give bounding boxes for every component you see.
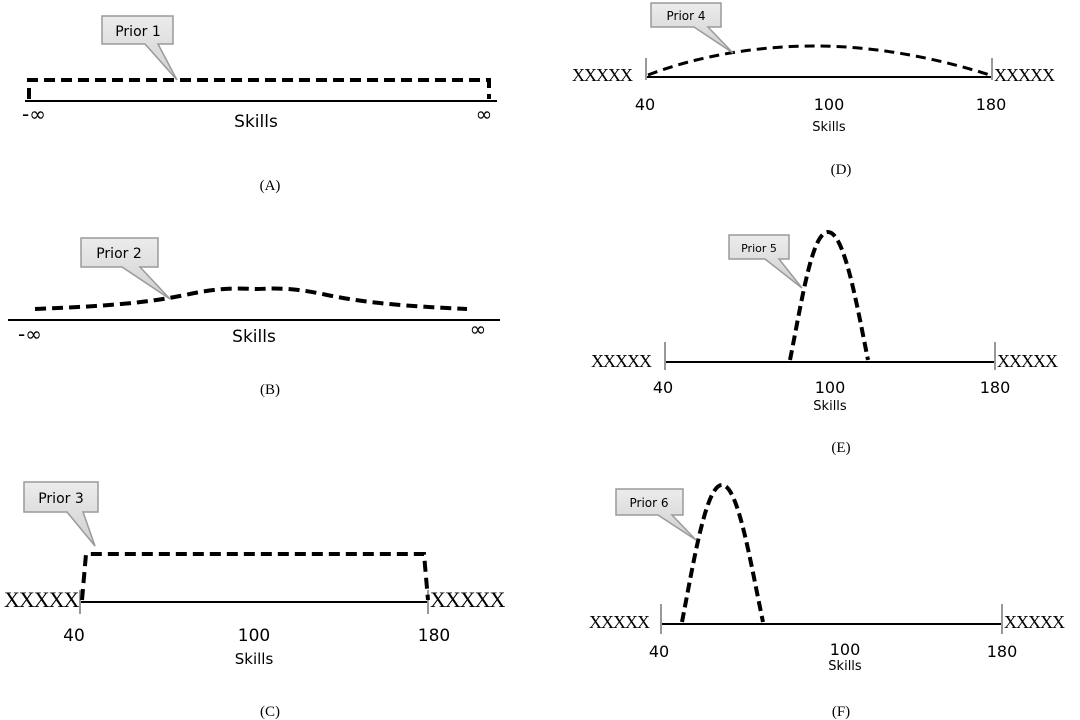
tick-label-180: 180 xyxy=(976,95,1007,114)
panel-caption: (A) xyxy=(260,178,281,194)
prior-curve xyxy=(27,78,491,99)
callout-label: Prior 1 xyxy=(115,24,161,40)
axis-label: Skills xyxy=(828,659,862,674)
tick-label-40: 40 xyxy=(653,378,673,397)
excluded-left-marker: XXXXX xyxy=(4,587,80,612)
callout-prior-4: Prior 4 xyxy=(650,2,734,54)
callout-label: Prior 5 xyxy=(741,242,777,255)
axis-label: Skills xyxy=(813,399,847,414)
tick-label-40: 40 xyxy=(649,642,669,661)
callout-prior-3: Prior 3 xyxy=(23,481,99,547)
panel-caption: (B) xyxy=(260,382,280,398)
excluded-left-marker: XXXXX xyxy=(572,65,633,85)
axis-label: Skills xyxy=(234,112,278,132)
tick-label-40: 40 xyxy=(63,626,85,646)
tick-label-40: 40 xyxy=(635,95,655,114)
callout-bubble xyxy=(23,481,99,547)
tick-label-100: 100 xyxy=(830,640,861,659)
tick-label-100: 100 xyxy=(814,95,845,114)
callout-prior-5: Prior 5 xyxy=(728,234,803,289)
prior-curve xyxy=(680,482,765,623)
excluded-right-marker: XXXXX xyxy=(994,65,1055,85)
panel-d: XXXXX XXXXX 40 100 180 Skills Prior 4 (D… xyxy=(572,2,1056,178)
callout-label: Prior 4 xyxy=(666,9,705,23)
prior-curve xyxy=(788,229,870,361)
tick-label-100: 100 xyxy=(815,378,846,397)
callout-prior-2: Prior 2 xyxy=(80,237,171,300)
panel-b: -∞ ∞ Skills Prior 2 (B) xyxy=(8,237,500,398)
prior-curve xyxy=(647,44,991,77)
left-tick-label: -∞ xyxy=(22,102,46,126)
callout-label: Prior 3 xyxy=(38,491,84,507)
tick-label-100: 100 xyxy=(238,626,270,646)
excluded-left-marker: XXXXX xyxy=(591,351,652,371)
prior-curve xyxy=(34,286,468,311)
right-tick-label: ∞ xyxy=(470,317,487,341)
callout-label: Prior 2 xyxy=(96,246,142,262)
panel-caption: (E) xyxy=(831,440,850,456)
excluded-right-marker: XXXXX xyxy=(430,587,506,612)
right-tick-label: ∞ xyxy=(476,102,493,126)
callout-bubble xyxy=(650,2,734,54)
excluded-right-marker: XXXXX xyxy=(1004,612,1065,632)
panel-caption: (D) xyxy=(831,162,852,178)
excluded-left-marker: XXXXX xyxy=(589,612,650,632)
axis-label: Skills xyxy=(235,650,274,668)
callout-bubble xyxy=(80,237,171,300)
panel-caption: (F) xyxy=(832,704,850,720)
panel-e: XXXXX XXXXX 40 100 180 Skills Prior 5 (E… xyxy=(591,229,1059,456)
callout-bubble xyxy=(615,488,697,541)
panel-a: -∞ ∞ Skills Prior 1 (A) xyxy=(22,15,497,194)
tick-label-180: 180 xyxy=(418,626,450,646)
callout-bubble xyxy=(728,234,803,289)
panel-f: XXXXX XXXXX 40 100 180 Skills Prior 6 (F… xyxy=(589,482,1066,720)
callout-prior-6: Prior 6 xyxy=(615,488,697,541)
excluded-right-marker: XXXXX xyxy=(997,351,1058,371)
left-tick-label: -∞ xyxy=(18,322,42,346)
panel-c: XXXXX XXXXX 40 100 180 Skills Prior 3 (C… xyxy=(4,481,507,720)
axis-label: Skills xyxy=(812,120,846,135)
callout-prior-1: Prior 1 xyxy=(101,15,178,81)
panel-caption: (C) xyxy=(260,704,280,720)
tick-label-180: 180 xyxy=(980,378,1011,397)
callout-label: Prior 6 xyxy=(629,496,668,510)
prior-curve xyxy=(80,552,430,601)
tick-label-180: 180 xyxy=(987,642,1018,661)
callout-bubble xyxy=(101,15,178,81)
axis-label: Skills xyxy=(232,327,276,347)
